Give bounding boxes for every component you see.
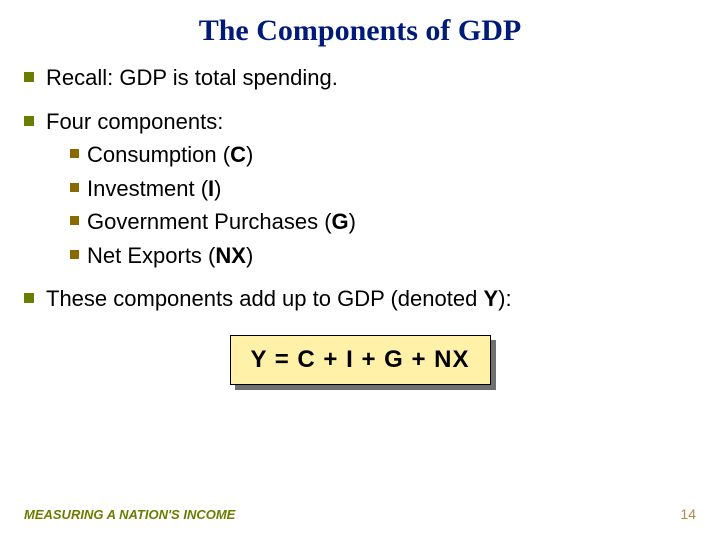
bullet-subitem: Investment (I)	[70, 175, 696, 203]
formula-text: Y = C + I + G + NX	[230, 335, 491, 385]
bullet-text: Recall: GDP is total spending.	[46, 64, 338, 92]
square-bullet-icon	[70, 216, 79, 225]
page-number: 14	[680, 506, 696, 522]
bullet-text: Four components:	[46, 108, 223, 136]
square-bullet-icon	[70, 149, 79, 158]
bullet-item: Recall: GDP is total spending.	[24, 64, 696, 92]
bullet-subitem: Consumption (C)	[70, 141, 696, 169]
square-bullet-icon	[24, 116, 34, 126]
formula-container: Y = C + I + G + NX	[24, 335, 696, 385]
bullet-text: These components add up to GDP (denoted …	[46, 285, 512, 313]
bullet-text: Consumption (C)	[87, 141, 253, 169]
square-bullet-icon	[70, 250, 79, 259]
footer-text: MEASURING A NATION'S INCOME	[24, 507, 235, 522]
slide-title: The Components of GDP	[24, 14, 696, 48]
bullet-subitem: Net Exports (NX)	[70, 242, 696, 270]
bullet-item: Four components:	[24, 108, 696, 136]
bullet-subitem: Government Purchases (G)	[70, 208, 696, 236]
formula-box: Y = C + I + G + NX	[230, 335, 491, 385]
square-bullet-icon	[24, 293, 34, 303]
bullet-item: These components add up to GDP (denoted …	[24, 285, 696, 313]
square-bullet-icon	[24, 72, 34, 82]
bullet-text: Investment (I)	[87, 175, 222, 203]
slide: The Components of GDP Recall: GDP is tot…	[0, 0, 720, 540]
bullet-text: Government Purchases (G)	[87, 208, 356, 236]
square-bullet-icon	[70, 183, 79, 192]
bullet-text: Net Exports (NX)	[87, 242, 253, 270]
